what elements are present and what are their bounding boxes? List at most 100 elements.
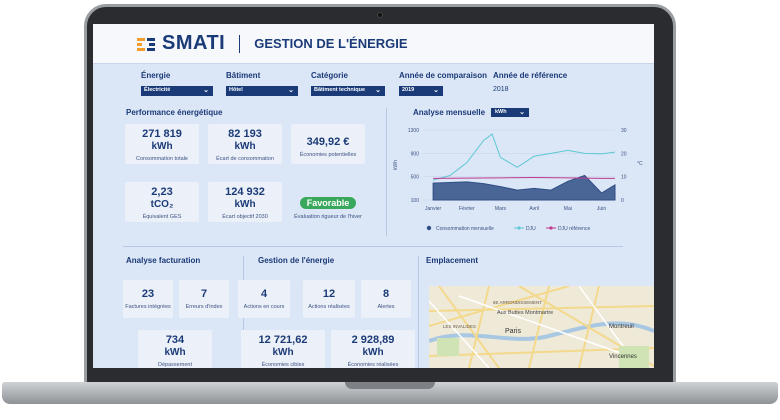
kpi-unit: kWh (272, 347, 294, 358)
location-map[interactable]: 8E ARRONDISSEMENT Aux Buttes Montmartre … (429, 286, 654, 368)
header-bar: SMATI GESTION DE L'ÉNERGIE (93, 24, 654, 64)
legend-label: Consommation mensuelle (436, 226, 494, 232)
kpi-card: 734 kWh Dépassement (138, 330, 212, 368)
app-screen: SMATI GESTION DE L'ÉNERGIE Énergie Élect… (93, 24, 654, 368)
select-value: kWh (495, 109, 507, 115)
chevron-down-icon: ⌄ (288, 87, 294, 94)
map-label: Montreuil (609, 324, 634, 330)
kpi-card: 12 Actions réalisées (303, 280, 355, 318)
kpi-unit: kWh (234, 141, 256, 152)
chevron-down-icon: ⌄ (375, 87, 381, 94)
base-notch (345, 382, 435, 389)
chevron-down-icon: ⌄ (433, 87, 439, 94)
kpi-card: 271 819 kWh Consommation totale (125, 124, 199, 164)
logo-mark-icon (137, 37, 157, 51)
app-logo[interactable]: SMATI (137, 32, 225, 55)
series-area-consommation (432, 174, 616, 201)
y-tick-label: 1300 (408, 128, 419, 134)
y-axis-label: kWh (393, 160, 399, 170)
series-line-dju (432, 133, 616, 181)
x-tick-label: Mars (495, 206, 507, 212)
kpi-value: 23 (141, 288, 155, 300)
kpi-label: Équivalent GES (142, 214, 182, 220)
x-tick-label: Mai (564, 206, 572, 212)
kpi-card: 2,23 tCO₂ Équivalent GES (125, 182, 199, 222)
kpi-card: 82 193 kWh Écart de consommation (208, 124, 282, 164)
kpi-unit: kWh (234, 199, 256, 210)
kpi-label: Actions réalisées (308, 304, 350, 310)
annee-reference-value: 2018 (493, 86, 509, 93)
filter-batiment: Bâtiment Hôtel ⌄ (226, 71, 298, 96)
kpi-label: Écart de consommation (216, 156, 274, 162)
kpi-value: 4 (260, 288, 268, 300)
legend-label: DJU référence (558, 226, 590, 232)
x-tick-label: Avril (529, 206, 539, 212)
kpi-value: 271 819 (142, 128, 182, 140)
map-label: Aux Buttes Montmartre (497, 310, 554, 316)
kpi-value: 12 721,62 (258, 334, 308, 346)
kpi-label: Dépassement (158, 362, 192, 368)
kpi-label: Erreurs d'index (185, 304, 223, 310)
kpi-label: Actions en cours (243, 304, 285, 310)
monthly-title: Analyse mensuelle (413, 108, 486, 117)
divider (123, 246, 623, 247)
status-badge: Favorable (299, 197, 357, 209)
kpi-card: 349,92 € Économies potentielles (291, 124, 365, 164)
logo-text: SMATI (162, 32, 226, 54)
legend-swatch (517, 226, 521, 230)
filter-annee-comparaison: Année de comparaison 2019 ⌄ (399, 71, 487, 96)
kpi-value: 82 193 (228, 128, 262, 140)
filter-label: Énergie (141, 71, 171, 80)
kpi-unit: kWh (151, 141, 173, 152)
map-label: LES INVALIDES (443, 324, 476, 329)
y2-tick-label: 20 (621, 151, 627, 157)
y-tick-label: 900 (411, 151, 420, 157)
annee-comparaison-select[interactable]: 2019 ⌄ (399, 86, 443, 96)
y2-tick-label: 10 (621, 175, 627, 181)
batiment-select[interactable]: Hôtel ⌄ (226, 86, 298, 96)
kpi-unit: tCO₂ (150, 199, 174, 210)
management-title: Gestion de l'énergie (258, 256, 335, 265)
map-streets (429, 286, 654, 368)
kpi-label: Économies potentielles (299, 152, 357, 158)
filter-label: Bâtiment (226, 71, 261, 80)
page-title: GESTION DE L'ÉNERGIE (254, 36, 408, 51)
kpi-card: Favorable Évaluation rigueur de l'hiver (291, 182, 365, 222)
select-value: Bâtiment technique (314, 87, 366, 93)
chevron-down-icon: ⌄ (519, 109, 525, 116)
monthly-chart: 100 500 900 1300 0 10 20 30 kWh °C Janvier Février M… (393, 128, 643, 232)
categorie-select[interactable]: Bâtiment technique ⌄ (311, 86, 385, 96)
legend-label: DJU (526, 226, 536, 232)
select-value: 2019 (402, 87, 415, 93)
legend-swatch (549, 226, 553, 230)
billing-title: Analyse facturation (126, 256, 201, 265)
y-tick-label: 500 (411, 175, 420, 181)
unit-select[interactable]: kWh ⌄ (491, 108, 529, 117)
kpi-label: Économies réalisées (347, 362, 399, 368)
kpi-value: 124 932 (225, 186, 265, 198)
map-label: Vincennes (609, 354, 637, 360)
divider (386, 108, 387, 236)
filter-annee-reference: Année de référence 2018 (493, 71, 583, 93)
kpi-value: 2 928,89 (351, 334, 395, 346)
kpi-label: Factures intégrées (125, 304, 171, 310)
kpi-value: 2,23 (151, 186, 173, 198)
kpi-value: 7 (200, 288, 208, 300)
kpi-label: Évaluation rigueur de l'hiver (294, 214, 362, 220)
energie-select[interactable]: Électricité ⌄ (141, 86, 213, 96)
filter-label: Année de référence (493, 71, 568, 80)
kpi-value: 349,92 € (306, 136, 350, 148)
legend-swatch (426, 225, 432, 231)
laptop-base (2, 382, 778, 404)
kpi-label: Consommation totale (136, 156, 188, 162)
kpi-card: 4 Actions en cours (238, 280, 290, 318)
x-tick-label: Janvier (425, 206, 441, 212)
kpi-unit: kWh (362, 347, 384, 358)
y2-tick-label: 30 (621, 128, 627, 134)
select-value: Hôtel (229, 87, 243, 93)
kpi-card: 2 928,89 kWh Économies réalisées (331, 330, 415, 368)
select-value: Électricité (144, 87, 171, 93)
kpi-card: 8 Alertes (361, 280, 411, 318)
location-title: Emplacement (426, 256, 479, 265)
chevron-down-icon: ⌄ (203, 87, 209, 94)
